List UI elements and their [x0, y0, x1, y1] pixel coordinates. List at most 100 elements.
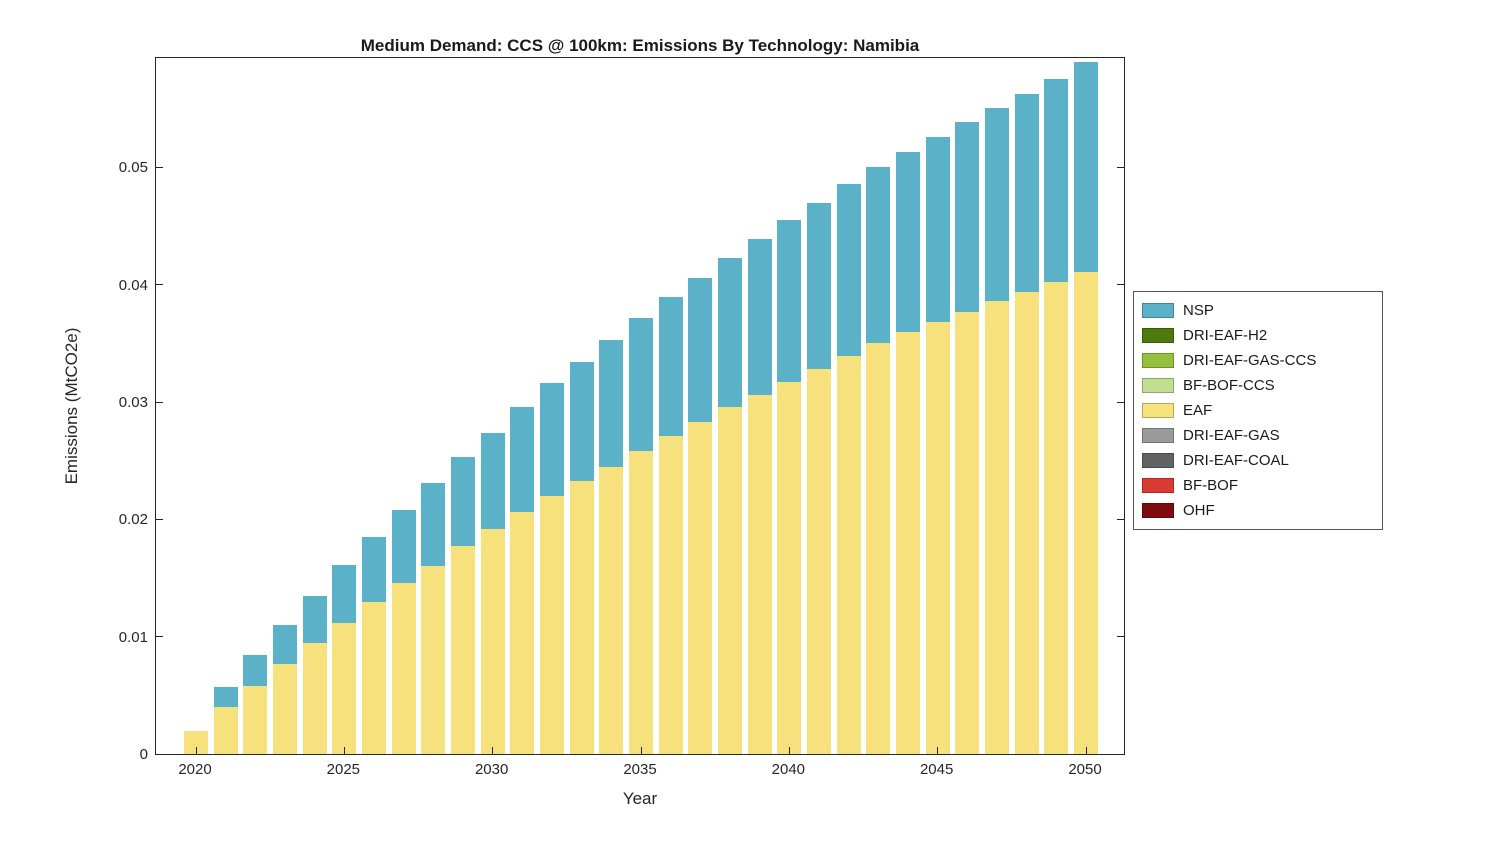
legend-item-eaf: EAF [1142, 398, 1374, 423]
bar-segment-eaf-2023 [273, 663, 297, 754]
x-tick-mark [640, 747, 642, 754]
bar-segment-eaf-2038 [718, 406, 742, 754]
bar-segment-nsp-2034 [599, 339, 624, 467]
bar-segment-eaf-2040 [777, 382, 802, 754]
legend-item-bf-bof-ccs: BF-BOF-CCS [1142, 373, 1374, 398]
y-tick-label: 0.02 [118, 511, 148, 529]
bar-segment-eaf-2030 [480, 528, 505, 754]
bar-segment-nsp-2021 [213, 687, 238, 708]
legend-item-dri-eaf-gas-ccs: DRI-EAF-GAS-CCS [1142, 348, 1374, 373]
bar-segment-eaf-2034 [599, 466, 624, 754]
bar-segment-eaf-2047 [985, 301, 1009, 754]
bar-segment-nsp-2038 [718, 257, 742, 407]
y-tick-mark [156, 166, 163, 168]
bar-segment-nsp-2039 [747, 239, 772, 396]
bar-segment-eaf-2035 [629, 451, 653, 754]
y-tick-mark [1117, 401, 1124, 403]
legend-item-nsp: NSP [1142, 298, 1374, 323]
legend-label: DRI-EAF-COAL [1183, 452, 1289, 469]
y-tick-label: 0.04 [118, 276, 148, 294]
bar-segment-eaf-2042 [836, 356, 861, 754]
bar-segment-nsp-2022 [243, 655, 268, 686]
legend-label: EAF [1183, 402, 1213, 419]
legend-item-bf-bof: BF-BOF [1142, 473, 1374, 498]
bar-segment-nsp-2030 [480, 432, 505, 529]
bar-segment-nsp-2050 [1074, 61, 1098, 272]
bar-segment-nsp-2048 [1014, 93, 1039, 292]
x-tick-mark [492, 747, 494, 754]
bar-segment-eaf-2050 [1074, 271, 1098, 754]
bar-segment-nsp-2049 [1044, 79, 1069, 283]
legend-box: NSP DRI-EAF-H2 DRI-EAF-GAS-CCS BF-BOF-CCS EA… [1133, 291, 1383, 530]
bar-segment-nsp-2024 [302, 595, 327, 643]
bar-segment-eaf-2041 [807, 369, 831, 754]
legend-swatch-dri-eaf-h2 [1142, 328, 1174, 343]
y-axis-label: Emissions (MtCO2e) [62, 327, 81, 485]
legend-swatch-eaf [1142, 403, 1174, 418]
legend-label: DRI-EAF-GAS [1183, 427, 1280, 444]
bar-segment-eaf-2029 [451, 546, 475, 754]
y-tick-label: 0.01 [118, 628, 148, 646]
x-tick-label: 2040 [771, 761, 806, 778]
legend-label: DRI-EAF-GAS-CCS [1183, 352, 1317, 369]
bar-segment-nsp-2025 [332, 565, 357, 623]
bar-segment-nsp-2044 [896, 152, 920, 332]
bar-segment-nsp-2046 [955, 121, 980, 312]
bar-segment-nsp-2033 [569, 362, 594, 481]
bar-segment-eaf-2045 [925, 322, 950, 754]
legend-item-dri-eaf-coal: DRI-EAF-COAL [1142, 448, 1374, 473]
y-tick-mark [1117, 753, 1124, 754]
y-tick-mark [156, 401, 163, 403]
bar-segment-nsp-2031 [510, 406, 535, 513]
bar-segment-eaf-2037 [688, 422, 713, 754]
bar-segment-nsp-2037 [688, 277, 713, 423]
bar-segment-eaf-2046 [955, 311, 980, 754]
legend-item-ohf: OHF [1142, 498, 1374, 523]
legend-item-dri-eaf-gas: DRI-EAF-GAS [1142, 423, 1374, 448]
x-axis-label: Year [622, 789, 658, 808]
legend-label: BF-BOF [1183, 477, 1238, 494]
x-tick-label: 2035 [623, 761, 657, 778]
bar-segment-eaf-2044 [896, 331, 920, 754]
y-tick-mark [1117, 166, 1124, 168]
chart-title: Medium Demand: CCS @ 100km: Emissions By… [360, 36, 920, 55]
y-tick-mark [1117, 518, 1124, 520]
legend-label: NSP [1183, 302, 1214, 319]
bar-segment-eaf-2021 [213, 707, 238, 754]
bar-segment-nsp-2032 [540, 383, 564, 496]
y-tick-label: 0 [139, 746, 148, 763]
legend-swatch-dri-eaf-coal [1142, 453, 1174, 468]
bar-segment-eaf-2025 [332, 622, 357, 754]
x-tick-label: 2045 [919, 761, 954, 778]
bar-segment-nsp-2041 [807, 202, 831, 370]
bar-segment-eaf-2049 [1044, 282, 1069, 754]
bar-segment-eaf-2036 [658, 436, 683, 754]
bar-segment-eaf-2024 [302, 642, 327, 754]
x-tick-label: 2030 [474, 761, 509, 778]
bar-segment-nsp-2036 [658, 296, 683, 437]
bar-segment-eaf-2028 [421, 566, 446, 754]
bar-segment-nsp-2042 [836, 183, 861, 357]
legend-swatch-dri-eaf-gas [1142, 428, 1174, 443]
x-tick-label: 2025 [326, 761, 361, 778]
bar-segment-eaf-2027 [391, 582, 416, 754]
x-tick-mark [1085, 747, 1087, 754]
x-tick-mark [788, 747, 790, 754]
bar-segment-eaf-2039 [747, 395, 772, 754]
bar-segment-nsp-2045 [925, 136, 950, 323]
x-tick-mark [937, 747, 939, 754]
bar-segment-nsp-2043 [866, 167, 891, 344]
legend-swatch-nsp [1142, 303, 1174, 318]
y-tick-mark [156, 636, 163, 638]
x-tick-mark [343, 747, 345, 754]
x-tick-mark [195, 747, 197, 754]
legend-swatch-bf-bof-ccs [1142, 378, 1174, 393]
bar-segment-nsp-2027 [391, 510, 416, 583]
bar-segment-eaf-2043 [866, 343, 891, 754]
bar-segment-nsp-2035 [629, 317, 653, 452]
legend-label: BF-BOF-CCS [1183, 377, 1275, 394]
bar-segment-eaf-2032 [540, 495, 564, 754]
y-tick-mark [156, 284, 163, 286]
y-tick-mark [1117, 284, 1124, 286]
